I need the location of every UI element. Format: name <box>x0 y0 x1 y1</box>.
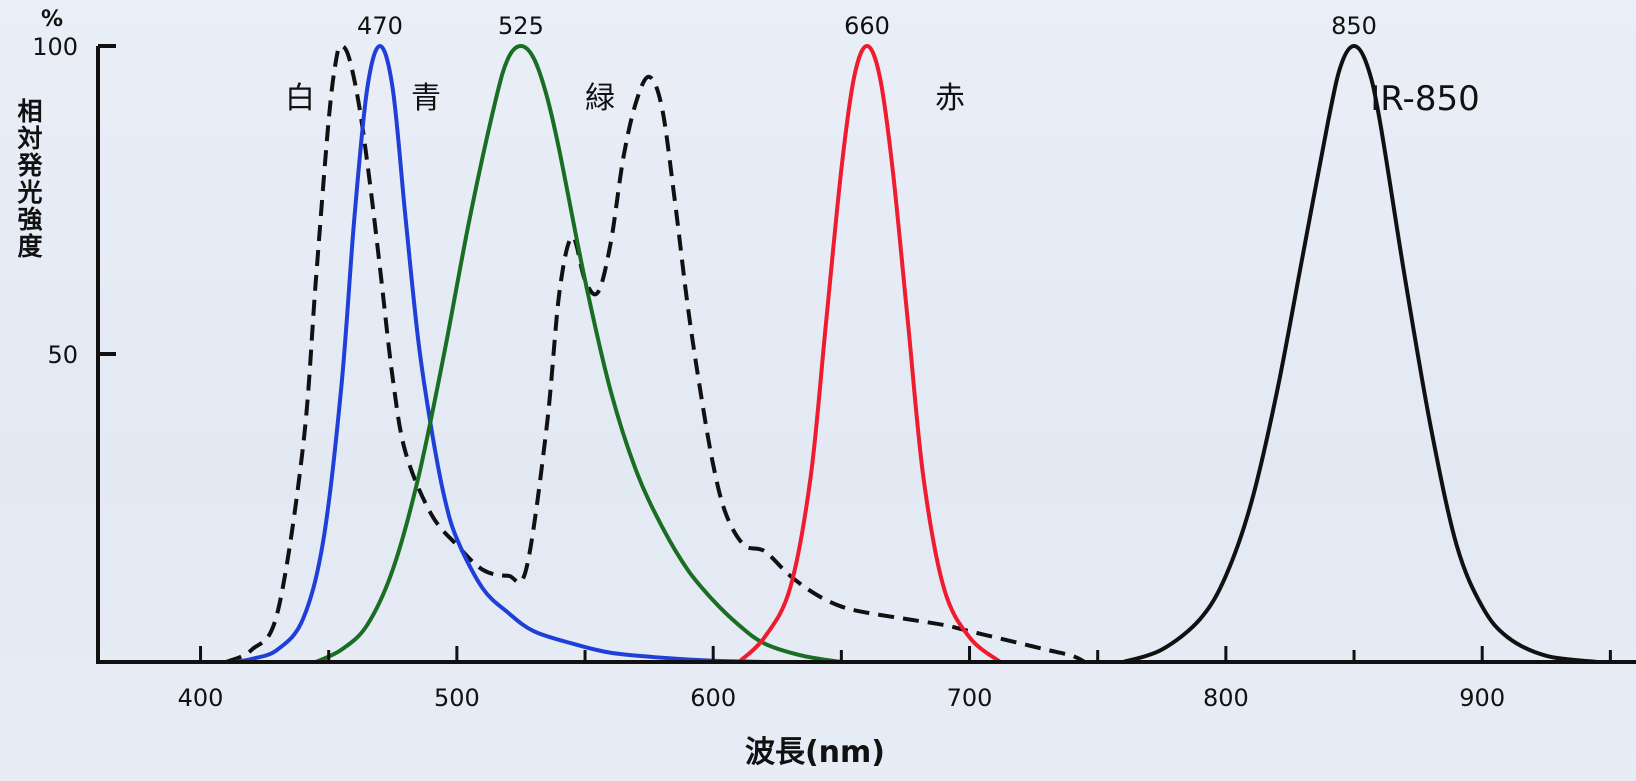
series-name-green: 緑 <box>585 81 615 116</box>
series-name-blue: 青 <box>411 81 441 116</box>
x-tick-label: 400 <box>178 684 224 712</box>
y-unit-label: % <box>41 7 63 32</box>
x-tick-label: 900 <box>1459 684 1505 712</box>
series-name-white: 白 <box>285 81 315 116</box>
axis-layer <box>96 44 1636 664</box>
series-line-white <box>225 44 1086 664</box>
x-tick-label: 700 <box>947 684 993 712</box>
series-line-ir-850 <box>1121 44 1600 664</box>
x-axis-label: 波長(nm) <box>745 735 885 770</box>
series-name-red: 赤 <box>935 81 965 116</box>
peak-label-850: 850 <box>1331 12 1377 40</box>
x-tick-label: 500 <box>434 684 480 712</box>
peak-label-470: 470 <box>357 12 403 40</box>
x-tick-label: 600 <box>690 684 736 712</box>
peak-label-525: 525 <box>498 12 544 40</box>
series-line-green <box>313 44 844 664</box>
y-tick-label: 50 <box>47 341 78 369</box>
x-tick-label: 800 <box>1203 684 1249 712</box>
peak-label-660: 660 <box>844 12 890 40</box>
series-name-ir-850: IR-850 <box>1370 79 1479 119</box>
y-tick-label: 100 <box>32 33 78 61</box>
series-line-red <box>736 44 1003 664</box>
series-line-blue <box>231 44 767 664</box>
series-layer <box>225 44 1600 664</box>
y-axis-label: 相対発光強度 <box>16 97 43 261</box>
